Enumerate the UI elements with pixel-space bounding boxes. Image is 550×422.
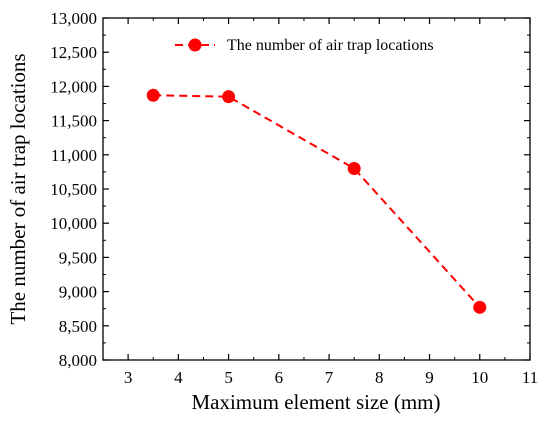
x-axis-title: Maximum element size (mm) — [191, 390, 440, 414]
x-tick-label: 5 — [224, 368, 233, 387]
y-tick-label: 10,500 — [50, 180, 97, 199]
y-tick-label: 10,000 — [50, 214, 97, 233]
x-tick-label: 3 — [124, 368, 133, 387]
x-tick-label: 9 — [425, 368, 434, 387]
data-point — [347, 161, 361, 175]
y-axis-title: The number of air trap locations — [6, 53, 30, 324]
x-axis-ticks: 3 4 5 6 7 8 9 10 11 — [124, 18, 538, 387]
series-line — [153, 94, 481, 309]
y-tick-label: 13,000 — [50, 9, 97, 28]
x-tick-label: 10 — [471, 368, 488, 387]
y-tick-label: 8,000 — [59, 351, 97, 370]
x-tick-label: 7 — [325, 368, 334, 387]
y-tick-label: 12,000 — [50, 77, 97, 96]
x-tick-label: 11 — [522, 368, 538, 387]
y-axis-ticks: 8,000 8,500 9,000 9,500 10,000 10,500 11,000 11… — [50, 9, 530, 370]
legend: The number of air trap locations — [175, 37, 434, 54]
y-tick-label: 11,500 — [51, 112, 97, 131]
y-tick-label: 8,500 — [59, 317, 97, 336]
x-tick-label: 8 — [375, 368, 384, 387]
x-tick-label: 6 — [275, 368, 284, 387]
legend-label: The number of air trap locations — [227, 37, 434, 54]
y-tick-label: 11,000 — [51, 146, 97, 165]
data-point — [222, 90, 236, 104]
legend-marker — [188, 38, 202, 52]
plot-frame — [102, 17, 531, 361]
data-point — [146, 88, 160, 102]
x-tick-label: 4 — [174, 368, 183, 387]
y-tick-label: 9,500 — [59, 248, 97, 267]
y-tick-label: 9,000 — [59, 283, 97, 302]
series-layer — [146, 88, 487, 314]
data-point — [473, 300, 487, 314]
y-tick-label: 12,500 — [50, 43, 97, 62]
